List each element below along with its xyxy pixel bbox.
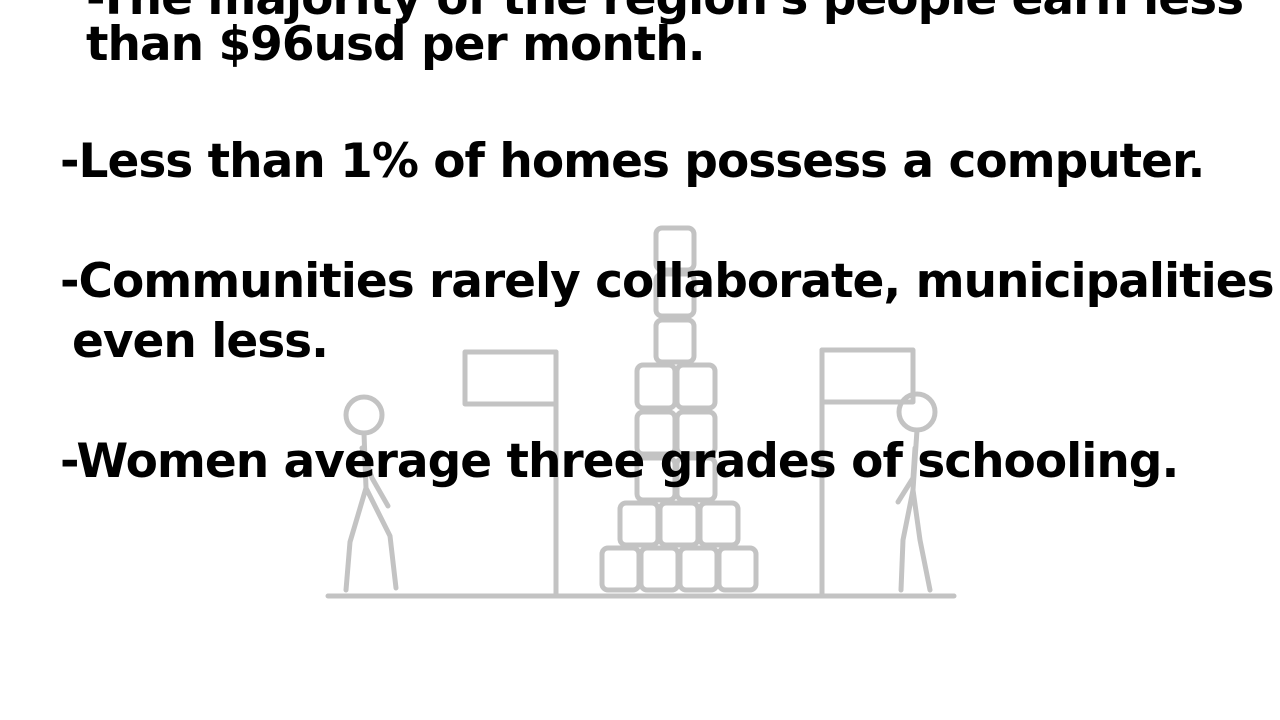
bullet-line-4: -Women average three grades of schooling… [60,434,1179,489]
bullet-line-2: -Less than 1% of homes possess a compute… [60,134,1205,189]
right-stick-figure [895,391,938,593]
bullet-line-3-continued: even less. [72,314,329,369]
left-stick-figure [343,394,399,593]
bullet-line-3: -Communities rarely collaborate, municip… [60,254,1275,309]
bullet-line-1: -The majority of the region's people ear… [86,0,1244,27]
bullet-line-1-continued: than $96usd per month. [86,17,706,72]
right-flag [819,347,916,405]
left-flag [462,349,559,407]
block-pyramid [599,225,759,593]
